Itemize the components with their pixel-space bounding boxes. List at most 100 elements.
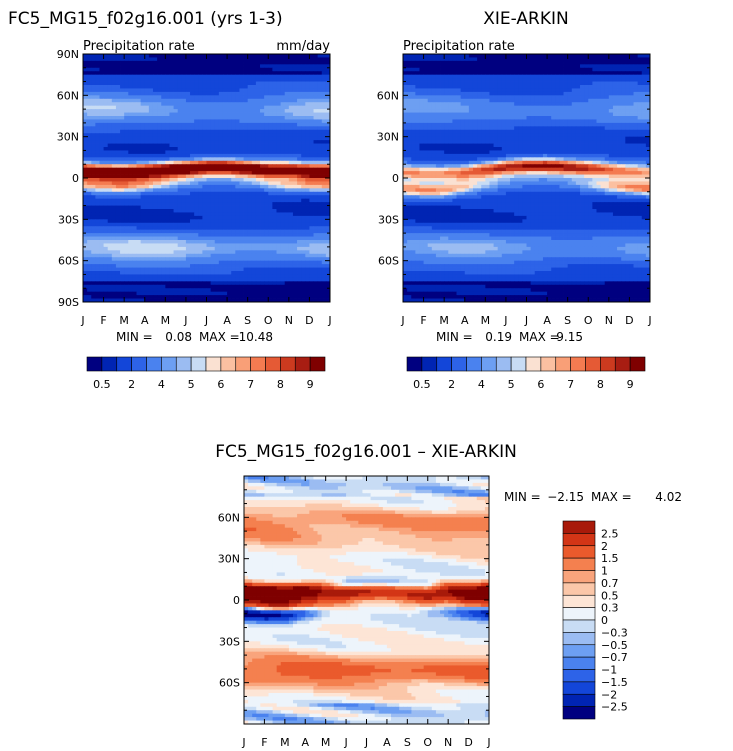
model-cell bbox=[185, 105, 191, 110]
obs-cell bbox=[435, 74, 441, 79]
model-cell bbox=[124, 112, 129, 117]
model-cell bbox=[210, 298, 216, 303]
model-cell bbox=[231, 188, 236, 193]
obs-cell bbox=[468, 74, 474, 79]
model-cell bbox=[227, 295, 232, 299]
obs-cell bbox=[637, 60, 643, 65]
model-cell bbox=[161, 178, 166, 182]
model-cell bbox=[124, 122, 129, 127]
model-cell bbox=[99, 57, 104, 62]
model-cell bbox=[165, 174, 170, 179]
model-cell bbox=[144, 277, 150, 282]
model-cell bbox=[111, 74, 117, 79]
model-cell bbox=[198, 288, 203, 293]
model-cell bbox=[194, 281, 199, 286]
model-cell bbox=[190, 284, 195, 289]
model-cell bbox=[173, 116, 179, 120]
model-cell bbox=[190, 67, 195, 72]
model-cell bbox=[132, 71, 137, 76]
model-cell bbox=[202, 191, 207, 196]
model-cell bbox=[321, 288, 327, 293]
model-cell bbox=[132, 181, 137, 186]
model-cell bbox=[157, 129, 162, 134]
model-cell bbox=[136, 229, 142, 234]
model-cell bbox=[264, 298, 269, 303]
model-cell bbox=[120, 271, 125, 275]
model-cell bbox=[313, 171, 319, 175]
model-cell bbox=[132, 195, 137, 200]
model-cell bbox=[202, 119, 207, 124]
model-cell bbox=[297, 236, 302, 241]
model-cell bbox=[206, 202, 212, 206]
model-cell bbox=[115, 150, 121, 155]
model-cell bbox=[214, 147, 220, 151]
model-cell bbox=[161, 119, 166, 124]
model-cell bbox=[239, 109, 244, 113]
model-cell bbox=[177, 250, 183, 255]
model-cell bbox=[120, 250, 125, 255]
model-cell bbox=[181, 85, 187, 89]
model-cell bbox=[247, 102, 253, 107]
model-cell bbox=[305, 157, 310, 162]
model-cell bbox=[255, 267, 261, 272]
model-cell bbox=[136, 150, 142, 155]
model-cell bbox=[206, 85, 212, 89]
model-cell bbox=[247, 233, 253, 237]
model-cell bbox=[309, 105, 314, 110]
model-xtick-label: J bbox=[80, 314, 84, 327]
model-cell bbox=[301, 95, 306, 100]
model-cell bbox=[288, 98, 294, 103]
model-cell bbox=[222, 122, 228, 127]
model-cell bbox=[194, 116, 199, 120]
model-cell bbox=[321, 143, 327, 148]
obs-cell bbox=[518, 64, 523, 69]
model-cell bbox=[111, 274, 117, 279]
model-cell bbox=[120, 274, 125, 279]
obs-cell bbox=[612, 74, 618, 79]
model-cell bbox=[177, 188, 183, 193]
model-cell bbox=[152, 157, 158, 162]
obs-cell bbox=[637, 64, 643, 69]
model-cell bbox=[297, 281, 302, 286]
model-cbar-swatch bbox=[161, 356, 177, 372]
model-cell bbox=[292, 209, 298, 213]
model-cell bbox=[268, 160, 273, 165]
model-cell bbox=[99, 253, 104, 258]
model-cell bbox=[272, 298, 277, 303]
model-cell bbox=[128, 205, 133, 210]
model-cell bbox=[152, 171, 158, 175]
model-cell bbox=[321, 212, 327, 217]
model-cell bbox=[198, 295, 203, 299]
model-cell bbox=[83, 257, 88, 262]
model-cell bbox=[136, 167, 142, 172]
model-cell bbox=[284, 257, 290, 262]
model-cell bbox=[120, 164, 125, 169]
model-cell bbox=[173, 91, 179, 96]
model-cell bbox=[301, 181, 306, 186]
model-cell bbox=[190, 102, 195, 107]
obs-cell bbox=[575, 60, 581, 65]
model-cell bbox=[243, 60, 249, 65]
model-cell bbox=[206, 222, 212, 227]
model-cell bbox=[161, 140, 166, 144]
model-cell bbox=[83, 229, 88, 234]
model-cell bbox=[264, 67, 269, 72]
model-cell bbox=[128, 71, 133, 76]
model-cell bbox=[91, 191, 96, 196]
model-cell bbox=[284, 91, 290, 96]
model-cell bbox=[157, 236, 162, 241]
obs-cell bbox=[452, 78, 457, 82]
obs-cell bbox=[423, 57, 429, 62]
model-cell bbox=[99, 126, 104, 131]
model-cell bbox=[198, 85, 203, 89]
model-cell bbox=[157, 157, 162, 162]
model-cell bbox=[243, 133, 249, 138]
model-cell bbox=[214, 85, 220, 89]
model-cell bbox=[169, 57, 174, 62]
model-cell bbox=[231, 119, 236, 124]
model-cell bbox=[227, 274, 232, 279]
model-cell bbox=[235, 209, 240, 213]
model-cell bbox=[292, 109, 298, 113]
model-cell bbox=[190, 271, 195, 275]
model-cell bbox=[83, 122, 88, 127]
